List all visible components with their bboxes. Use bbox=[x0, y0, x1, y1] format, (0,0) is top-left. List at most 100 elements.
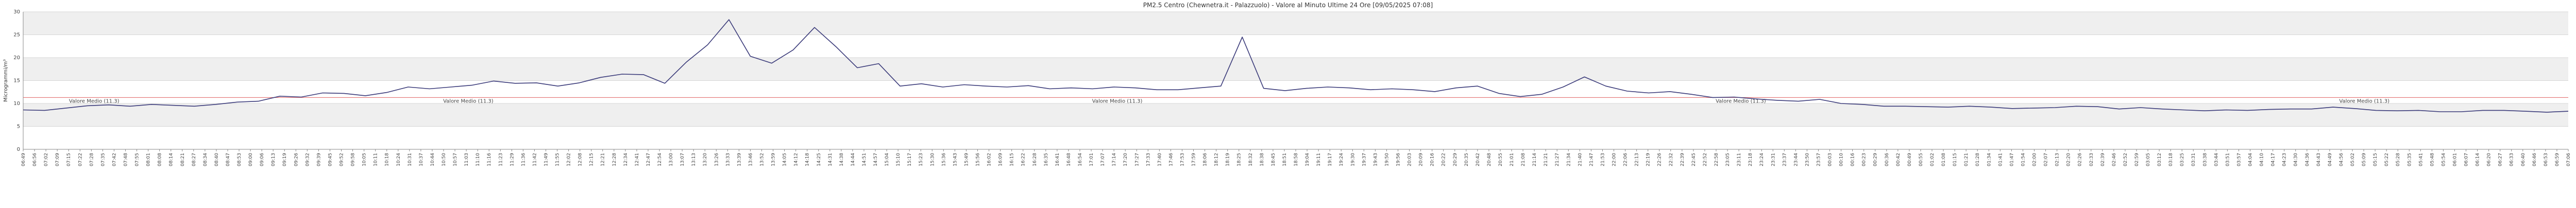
data-point bbox=[1563, 86, 1564, 88]
data-point bbox=[1370, 89, 1371, 90]
x-tick-label: 11:29 bbox=[510, 153, 515, 166]
data-point bbox=[1455, 88, 1456, 89]
x-tick-label: 12:34 bbox=[623, 153, 629, 166]
x-tick-label: 04:36 bbox=[2305, 153, 2310, 166]
x-tick-label: 18:38 bbox=[1260, 153, 1265, 166]
data-point bbox=[258, 100, 259, 101]
data-point bbox=[2161, 108, 2162, 109]
x-tick-label: 18:19 bbox=[1226, 153, 1231, 166]
x-tick-label: 23:44 bbox=[1793, 153, 1799, 166]
x-tick-label: 23:18 bbox=[1748, 153, 1753, 166]
x-tick-label: 01:08 bbox=[1941, 153, 1946, 166]
data-point bbox=[707, 44, 708, 45]
data-point bbox=[1862, 104, 1863, 105]
x-tick-label: 00:42 bbox=[1896, 153, 1901, 166]
x-tick-label: 08:01 bbox=[146, 153, 151, 166]
mean-label: Valore Medio (11.3) bbox=[1716, 98, 1766, 104]
x-tick-label: 02:33 bbox=[2089, 153, 2094, 166]
data-point bbox=[1883, 106, 1884, 107]
data-point bbox=[1327, 86, 1328, 88]
x-tick-label: 20:09 bbox=[1419, 153, 1424, 166]
x-tick-label: 23:05 bbox=[1725, 153, 1731, 166]
x-tick-label: 15:10 bbox=[896, 153, 901, 166]
y-tick-label: 5 bbox=[17, 124, 20, 130]
x-tick-label: 06:20 bbox=[2487, 153, 2492, 166]
data-point bbox=[1969, 106, 1970, 107]
x-tick-label: 22:26 bbox=[1657, 153, 1663, 166]
x-tick-label: 21:08 bbox=[1521, 153, 1526, 166]
data-point bbox=[129, 106, 130, 107]
data-point bbox=[2033, 108, 2034, 109]
x-tick-label: 20:29 bbox=[1453, 153, 1458, 166]
x-tick-label: 05:54 bbox=[2441, 153, 2446, 166]
x-tick-label: 01:21 bbox=[1964, 153, 1969, 166]
x-tick-label: 08:08 bbox=[158, 153, 163, 166]
x-tick-label: 21:53 bbox=[1600, 153, 1605, 166]
x-tick-label: 04:23 bbox=[2282, 153, 2287, 166]
x-tick-label: 03:31 bbox=[2191, 153, 2196, 166]
data-point bbox=[771, 62, 772, 63]
data-point bbox=[2354, 108, 2355, 109]
data-point bbox=[1669, 91, 1670, 92]
data-point bbox=[1263, 88, 1264, 89]
data-point bbox=[1113, 86, 1114, 88]
x-tick-label: 18:58 bbox=[1294, 153, 1299, 166]
data-point bbox=[1926, 106, 1927, 107]
x-tick-label: 00:23 bbox=[1862, 153, 1867, 166]
x-tick-label: 03:18 bbox=[2168, 153, 2174, 166]
data-point bbox=[536, 82, 537, 83]
data-point bbox=[1092, 88, 1093, 89]
x-tick-label: 14:12 bbox=[794, 153, 799, 166]
x-tick-label: 08:40 bbox=[214, 153, 219, 166]
data-point bbox=[2226, 109, 2227, 110]
x-tick-label: 14:44 bbox=[851, 153, 856, 166]
x-tick-label: 06:01 bbox=[2452, 153, 2458, 166]
x-tick-label: 09:39 bbox=[316, 153, 321, 166]
x-tick-label: 08:21 bbox=[180, 153, 185, 166]
x-tick-label: 13:20 bbox=[703, 153, 708, 166]
x-tick-label: 20:03 bbox=[1408, 153, 1413, 166]
data-point bbox=[429, 88, 430, 89]
x-tick-label: 06:53 bbox=[2544, 153, 2549, 166]
data-point bbox=[1584, 76, 1585, 77]
x-tick-label: 20:42 bbox=[1476, 153, 1481, 166]
data-point bbox=[151, 104, 152, 105]
data-point bbox=[750, 56, 751, 57]
data-point bbox=[279, 96, 280, 97]
x-tick-label: 06:07 bbox=[2464, 153, 2469, 166]
x-tick-label: 18:51 bbox=[1282, 153, 1287, 166]
x-tick-label: 19:37 bbox=[1362, 153, 1367, 166]
x-tick-label: 17:40 bbox=[1157, 153, 1162, 166]
mean-label: Valore Medio (11.3) bbox=[69, 98, 120, 104]
data-point bbox=[728, 19, 730, 20]
x-tick-label: 23:57 bbox=[1816, 153, 1821, 166]
x-tick-label: 11:42 bbox=[532, 153, 537, 166]
x-tick-label: 19:50 bbox=[1384, 153, 1389, 166]
x-tick-label: 16:02 bbox=[987, 153, 992, 166]
data-point bbox=[579, 82, 580, 83]
data-point bbox=[450, 86, 451, 88]
data-point bbox=[1477, 85, 1478, 86]
x-tick-label: 00:36 bbox=[1885, 153, 1890, 166]
x-tick-label: 01:41 bbox=[1998, 153, 2003, 166]
x-tick-label: 23:31 bbox=[1771, 153, 1776, 166]
data-point bbox=[2311, 108, 2312, 109]
x-tick-label: 23:37 bbox=[1782, 153, 1787, 166]
data-point bbox=[2268, 109, 2269, 110]
data-point bbox=[2011, 108, 2012, 109]
data-point bbox=[2461, 111, 2462, 112]
x-tick-label: 22:58 bbox=[1714, 153, 1719, 166]
data-point bbox=[2076, 106, 2077, 107]
x-tick-label: 09:52 bbox=[340, 153, 345, 166]
x-tick-label: 21:14 bbox=[1532, 153, 1537, 166]
data-point bbox=[2503, 110, 2504, 111]
data-point bbox=[2439, 111, 2441, 112]
x-tick-label: 07:22 bbox=[78, 153, 83, 166]
data-point bbox=[1840, 103, 1841, 104]
x-tick-label: 11:36 bbox=[521, 153, 526, 166]
x-tick-label: 10:44 bbox=[430, 153, 435, 166]
data-point bbox=[1028, 85, 1029, 86]
x-tick-label: 13:26 bbox=[714, 153, 719, 166]
data-point bbox=[2140, 107, 2141, 108]
